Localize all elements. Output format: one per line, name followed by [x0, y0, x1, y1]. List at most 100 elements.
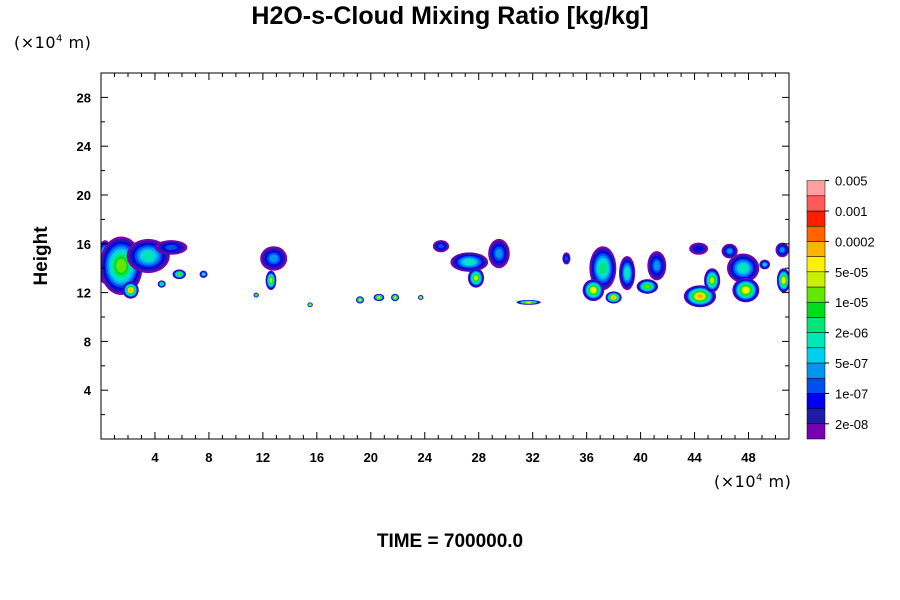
- cloud-contour: [202, 273, 205, 276]
- y-tick-label: 20: [77, 188, 91, 203]
- colorbar-swatch: [806, 347, 826, 364]
- x-tick-label: 20: [364, 450, 378, 465]
- cloud-blob: [516, 299, 541, 305]
- x-tick-label: 16: [310, 450, 324, 465]
- y-tick-label: 28: [77, 90, 91, 105]
- colorbar-label: 5e-07: [835, 356, 868, 371]
- colorbar-label: 2e-06: [835, 326, 868, 341]
- cloud-blob: [562, 252, 571, 265]
- cloud-blob: [647, 251, 667, 281]
- y-unit-suffix: m): [62, 33, 92, 52]
- colorbar-swatch: [806, 423, 826, 440]
- cloud-contour: [359, 298, 362, 301]
- colorbar-swatch: [806, 377, 826, 394]
- x-tick-label: 12: [256, 450, 270, 465]
- cloud-contour: [142, 251, 155, 261]
- colorbar-swatch: [806, 286, 826, 303]
- cloud-contour: [309, 303, 312, 306]
- y-unit-prefix: (×10: [14, 33, 57, 52]
- cloud-contour: [624, 268, 630, 278]
- cloud-contour: [269, 254, 278, 263]
- colorbar-swatch: [806, 317, 826, 333]
- cloud-blob: [253, 292, 259, 298]
- x-tick-label: 4: [151, 450, 159, 465]
- cloud-blob: [619, 255, 636, 291]
- cloud-blob: [689, 242, 709, 255]
- x-unit-prefix: (×10: [714, 472, 757, 491]
- cloud-contour: [694, 246, 703, 252]
- x-tick-label: 48: [741, 450, 755, 465]
- cloud-contour: [116, 258, 127, 273]
- time-label: TIME = 700000.0: [376, 531, 524, 552]
- cloud-blob: [101, 236, 143, 296]
- cloud-contour: [525, 301, 532, 304]
- cloud-contour: [495, 248, 503, 259]
- chart-title: H2O-s-Cloud Mixing Ratio [kg/kg]: [251, 2, 649, 30]
- cloud-blob: [582, 279, 605, 302]
- cloud-blob: [265, 270, 277, 291]
- colorbar-swatch: [806, 301, 826, 318]
- cloud-blob: [199, 270, 208, 278]
- colorbar-label: 2e-08: [835, 417, 868, 432]
- cloud-contour: [255, 294, 258, 297]
- x-tick-label: 8: [205, 450, 212, 465]
- cloud-blob: [775, 242, 789, 258]
- cloud-contour: [696, 293, 704, 299]
- cloud-contour: [782, 277, 786, 284]
- cloud-field: [101, 236, 789, 308]
- cloud-blob: [605, 291, 622, 304]
- cloud-contour: [377, 296, 381, 299]
- colorbar-swatch: [806, 195, 826, 212]
- y-tick-label: 24: [77, 139, 92, 154]
- cloud-blob: [154, 240, 188, 255]
- x-tick-label: 28: [471, 450, 485, 465]
- colorbar-swatch: [806, 393, 826, 409]
- cloud-contour: [160, 283, 163, 286]
- cloud-contour: [269, 278, 273, 283]
- x-tick-label: 44: [687, 450, 702, 465]
- x-tick-label: 40: [633, 450, 647, 465]
- cloud-blob: [636, 279, 659, 294]
- cloud-blob: [776, 268, 789, 293]
- colorbar-swatch: [806, 362, 826, 379]
- y-tick-label: 8: [84, 334, 91, 349]
- x-tick-label: 32: [525, 450, 539, 465]
- colorbar-label: 0.005: [835, 174, 868, 189]
- y-tick-label: 16: [77, 237, 91, 252]
- cloud-contour: [710, 277, 714, 284]
- cloud-contour: [177, 273, 181, 276]
- cloud-contour: [738, 264, 748, 273]
- cloud-blob: [391, 293, 400, 302]
- x-unit-label: (×104 m): [714, 472, 791, 491]
- cloud-blob: [418, 295, 424, 300]
- cloud-blob: [355, 296, 365, 304]
- cloud-contour: [128, 288, 133, 292]
- cloud-blob: [732, 277, 760, 303]
- colorbar-swatch: [806, 225, 826, 242]
- cloud-blob: [157, 280, 166, 288]
- cloud-blob: [721, 243, 738, 259]
- cloud-blob: [172, 269, 186, 280]
- colorbar-swatch: [806, 241, 826, 257]
- plot-area: [101, 73, 789, 439]
- x-unit-suffix: m): [762, 472, 792, 491]
- cloud-contour: [742, 287, 749, 293]
- cloud-blob: [432, 240, 450, 253]
- cloud-contour: [653, 261, 660, 271]
- y-axis: 4 8 12 16 20 24 28: [77, 90, 789, 416]
- x-tick-label: 24: [418, 450, 433, 465]
- x-axis: 4 8 12 16 20 24 28 32 36 40 44 48: [113, 73, 777, 465]
- cloud-blob: [450, 252, 489, 272]
- x-tick-label: 36: [579, 450, 593, 465]
- cloud-blob: [467, 268, 485, 288]
- cloud-blob: [488, 238, 510, 269]
- cloud-contour: [611, 296, 616, 299]
- colorbar-swatch: [806, 332, 826, 349]
- cloud-blob: [260, 246, 288, 271]
- y-tick-label: 12: [77, 286, 91, 301]
- cloud-contour: [763, 263, 767, 266]
- cloud-blob: [759, 259, 771, 270]
- cloud-contour: [165, 244, 178, 251]
- y-tick-label: 4: [84, 383, 92, 398]
